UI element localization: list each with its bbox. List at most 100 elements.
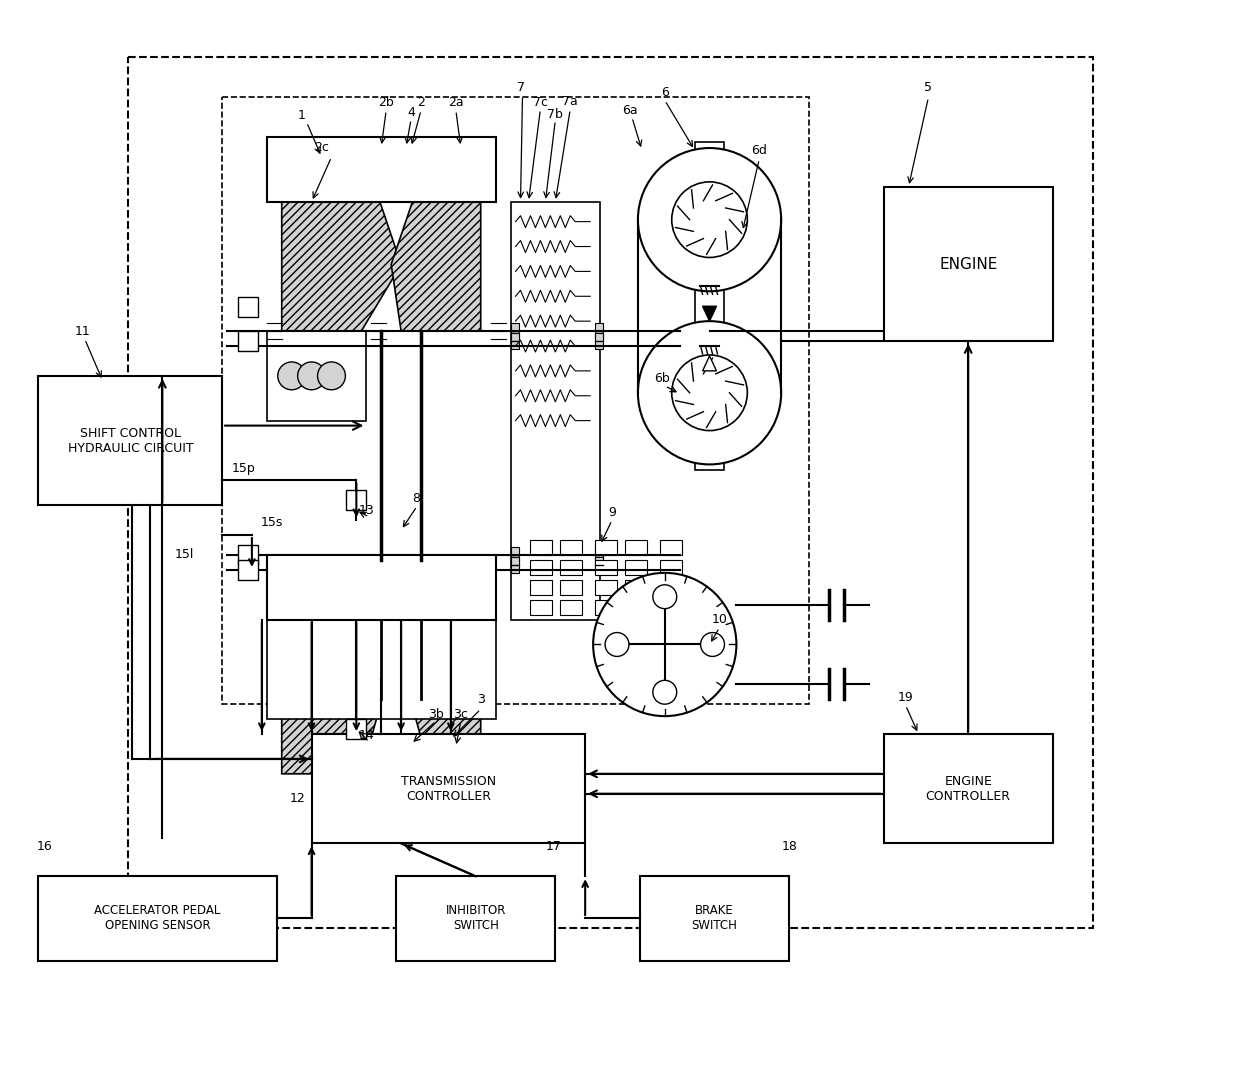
Bar [238,560,258,580]
Text: 6b: 6b [653,373,670,386]
Text: BRAKE
SWITCH: BRAKE SWITCH [692,904,738,932]
Bar [560,580,583,595]
Bar [640,876,789,961]
Bar [396,876,556,961]
Bar [595,547,603,562]
Bar [267,331,366,421]
Bar [595,557,603,573]
Bar [595,540,618,555]
Text: 7a: 7a [563,95,578,108]
Bar [238,331,258,351]
Bar [511,323,518,339]
Text: TRANSMISSION
CONTROLLER: TRANSMISSION CONTROLLER [402,775,496,802]
Circle shape [637,148,781,291]
Bar [660,560,682,574]
Bar [267,555,496,619]
Text: 15l: 15l [175,548,193,561]
Text: 3c: 3c [454,707,469,720]
Bar [560,560,583,574]
Circle shape [637,322,781,464]
Circle shape [652,585,677,608]
Text: 7: 7 [517,81,525,94]
Bar [884,186,1053,341]
Circle shape [317,362,346,390]
Bar [595,334,603,349]
Bar [560,540,583,555]
Text: 3: 3 [476,693,485,705]
Text: 15p: 15p [232,462,255,475]
Bar [511,557,518,573]
Bar [595,600,618,615]
Bar [694,142,724,471]
Text: 6d: 6d [751,144,768,157]
Bar [128,58,1092,928]
Bar [595,560,618,574]
Bar [346,719,366,739]
Text: SHIFT CONTROL
HYDRAULIC CIRCUIT: SHIFT CONTROL HYDRAULIC CIRCUIT [68,426,193,455]
Text: 11: 11 [74,325,91,338]
Text: 2a: 2a [448,96,464,109]
Text: ENGINE: ENGINE [939,257,997,271]
Bar [660,580,682,595]
Bar [625,540,647,555]
Text: 7c: 7c [533,96,548,109]
Bar [222,97,808,704]
Bar [625,560,647,574]
Bar [660,600,682,615]
Bar [511,547,518,562]
Text: 5: 5 [924,81,932,94]
Polygon shape [703,356,717,371]
Text: 9: 9 [608,506,616,519]
Text: 10: 10 [712,613,728,626]
Text: ENGINE
CONTROLLER: ENGINE CONTROLLER [926,775,1011,802]
Bar [511,202,600,619]
Polygon shape [281,147,401,331]
Circle shape [605,632,629,656]
Text: 8: 8 [412,492,420,505]
Polygon shape [391,560,481,774]
Circle shape [593,573,737,716]
Bar [560,600,583,615]
Bar [267,619,496,719]
Text: 6: 6 [661,86,668,99]
Bar [531,560,552,574]
Text: 2b: 2b [378,96,394,109]
Circle shape [672,355,748,431]
Text: 2: 2 [417,96,425,109]
Text: 13: 13 [358,504,374,517]
Text: 16: 16 [37,840,53,853]
Bar [884,734,1053,844]
Bar [346,490,366,510]
Text: 14: 14 [358,728,374,741]
Bar [531,540,552,555]
Bar [238,298,258,317]
Text: INHIBITOR
SWITCH: INHIBITOR SWITCH [445,904,506,932]
Text: ACCELERATOR PEDAL
OPENING SENSOR: ACCELERATOR PEDAL OPENING SENSOR [94,904,221,932]
Text: 12: 12 [290,792,305,806]
Bar [625,580,647,595]
Bar [311,734,585,844]
Text: 6a: 6a [622,104,637,117]
Text: 7b: 7b [547,108,563,121]
Polygon shape [391,147,481,331]
Text: 2c: 2c [314,141,329,154]
Bar [660,540,682,555]
Circle shape [652,680,677,704]
Circle shape [701,632,724,656]
Text: 3b: 3b [428,707,444,720]
Text: 15s: 15s [260,516,283,529]
Bar [238,545,258,565]
Bar [531,580,552,595]
Text: 19: 19 [898,691,914,704]
Bar [38,876,277,961]
Text: 18: 18 [781,840,797,853]
Polygon shape [281,560,401,774]
Circle shape [278,362,305,390]
Bar [595,323,603,339]
Bar [625,600,647,615]
Text: 17: 17 [546,840,562,853]
Circle shape [298,362,326,390]
Bar [267,137,496,202]
Text: 4: 4 [407,106,415,119]
Bar [38,376,222,505]
